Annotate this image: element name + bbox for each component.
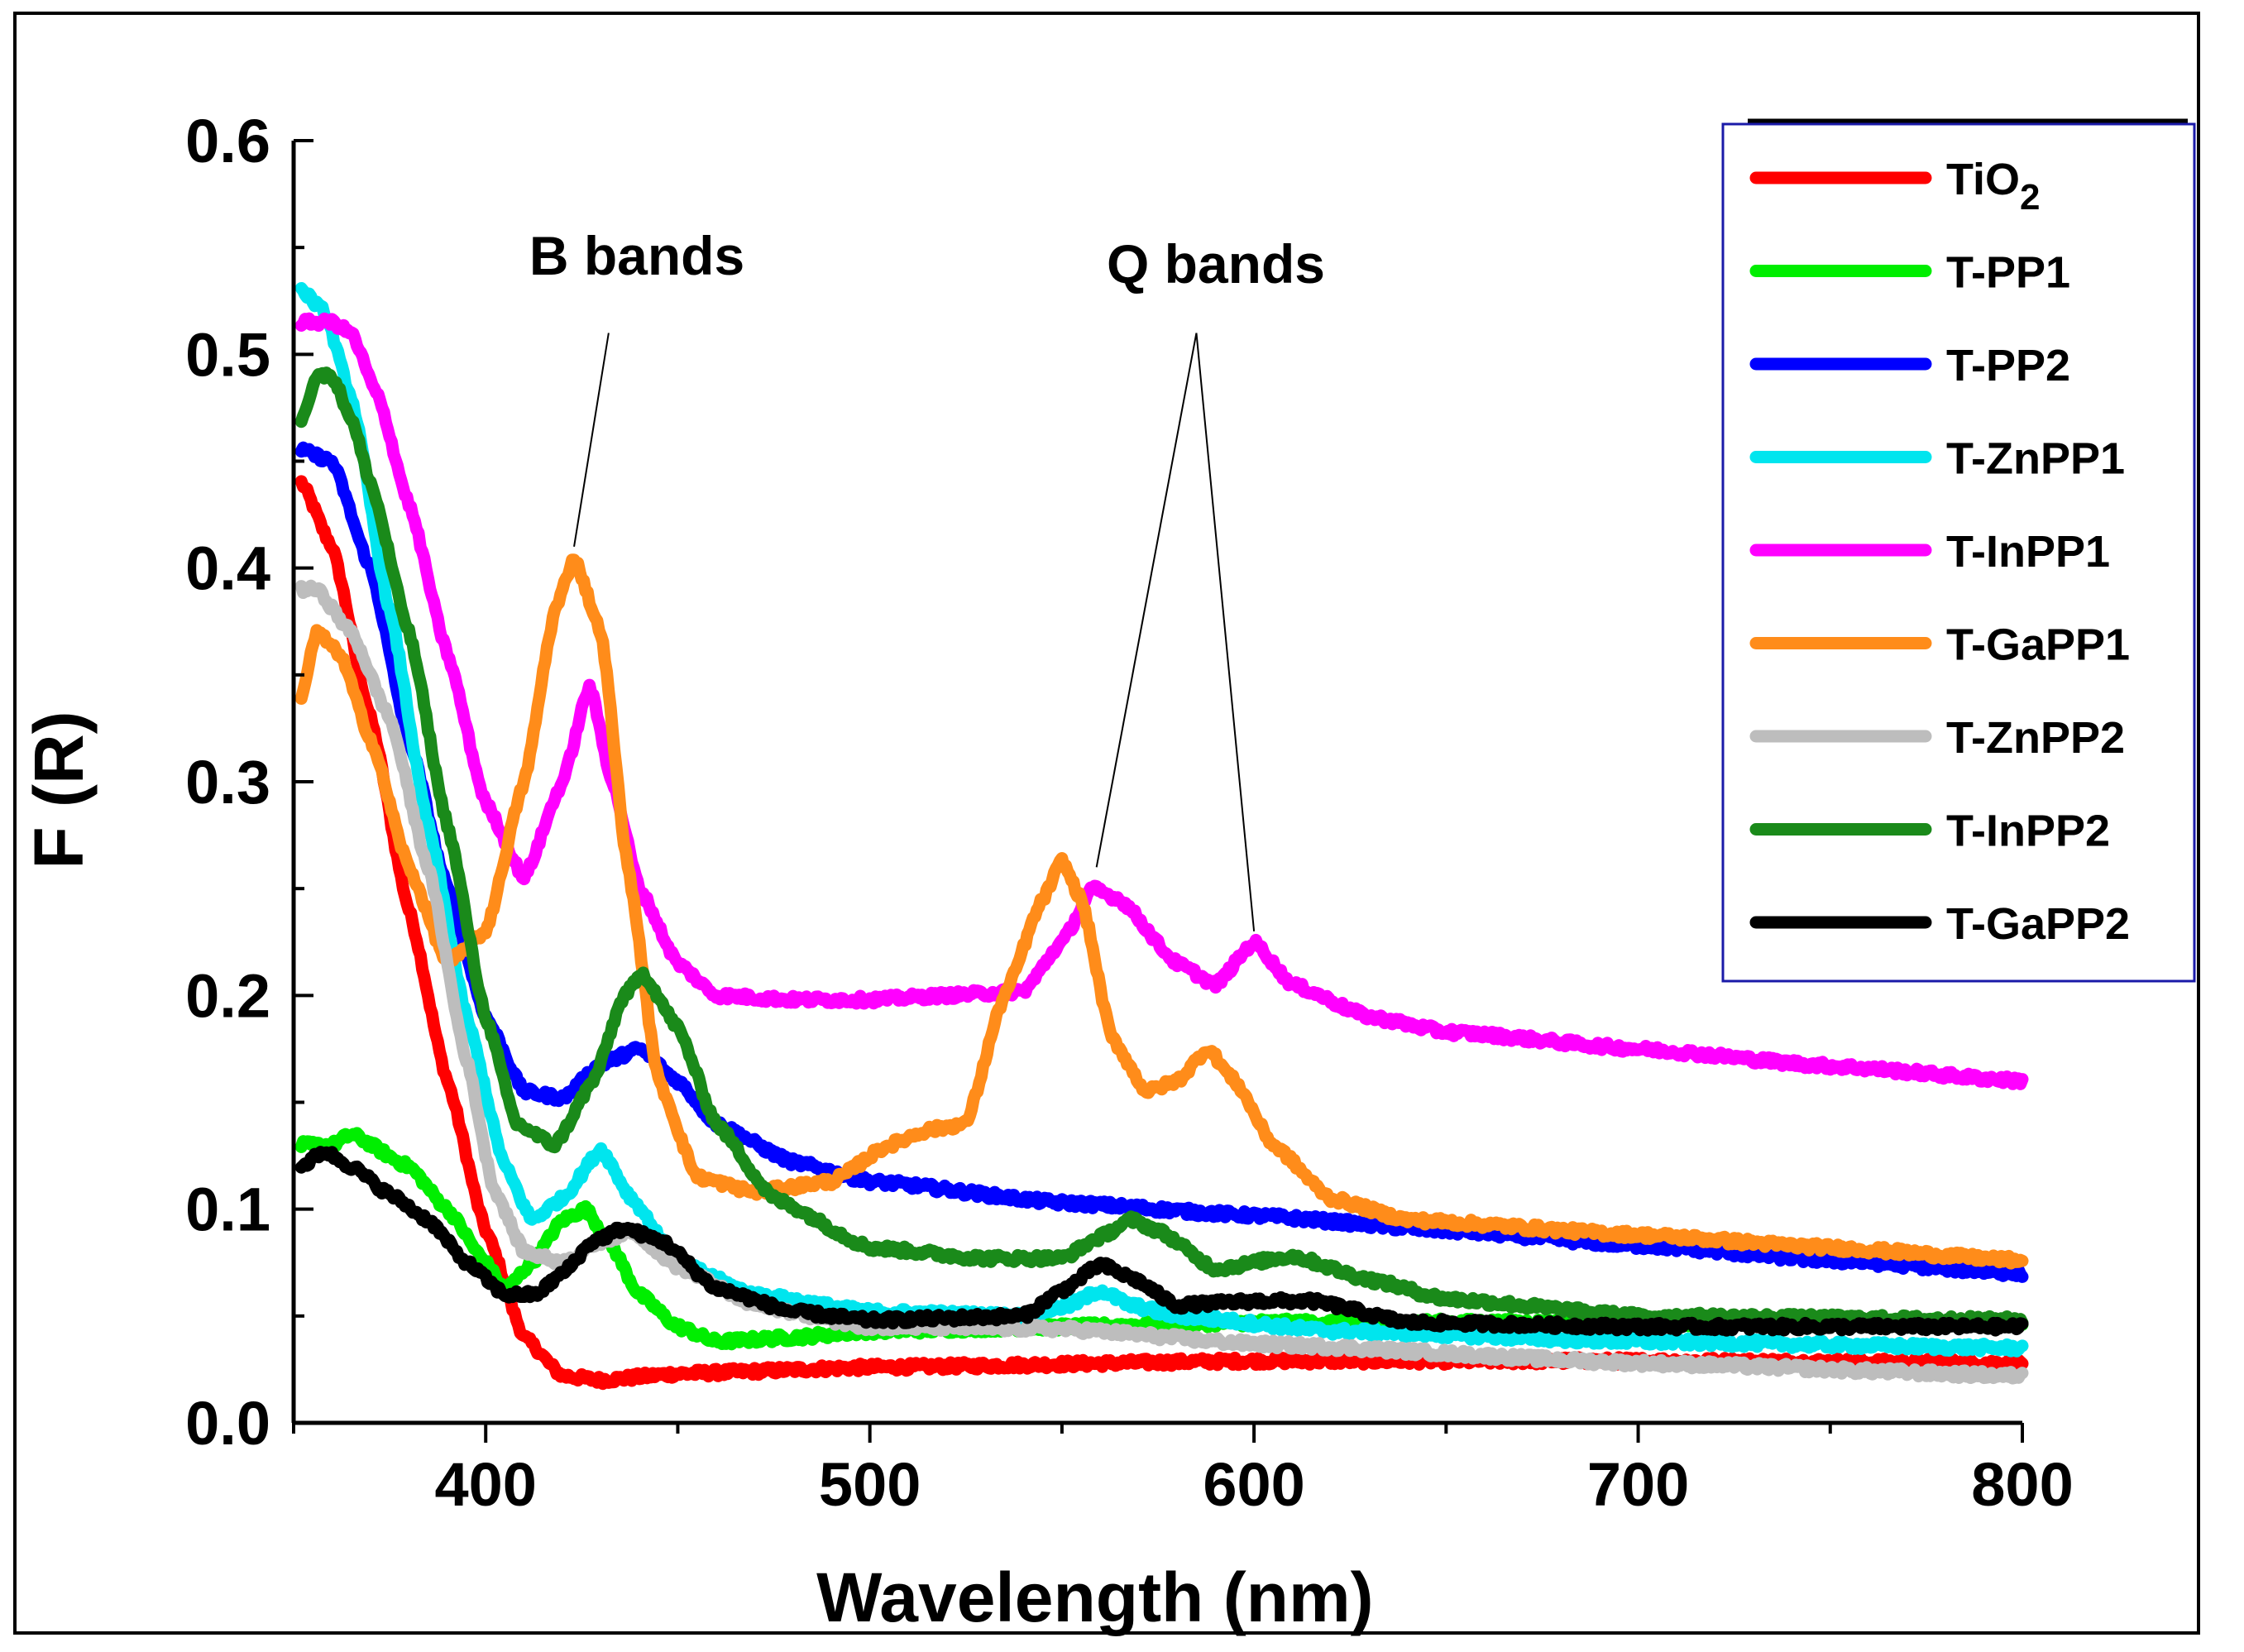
- series-line-t-znpp1: [294, 282, 2029, 1358]
- legend-label-t-pp1: T-PP1: [1946, 248, 2070, 298]
- legend-label-subscript: 2: [2020, 177, 2040, 218]
- legend-label-t-znpp2: T-ZnPP2: [1946, 713, 2125, 763]
- axes: 0.0 0.1 0.2 0.3 0.4 0.5 0.6 400 500 600 700 800 Wave…: [20, 107, 2074, 1636]
- legend: TiO2T-PP1T-PP2T-ZnPP1T-InPP1T-GaPP1T-ZnP…: [1721, 118, 2196, 983]
- series-line-t-inpp2: [294, 366, 2029, 1330]
- y-tick-label: 0.5: [185, 320, 270, 389]
- legend-label-t-gapp1: T-GaPP1: [1946, 620, 2130, 670]
- y-tick-label: 0.3: [185, 748, 270, 816]
- y-tick-label: 0.6: [185, 107, 270, 175]
- plot-area: [294, 282, 2029, 1391]
- annotation-q-bands: Q bands: [1107, 233, 1325, 294]
- y-tick-label: 0.2: [185, 961, 270, 1030]
- y-axis-title: F (R): [20, 711, 98, 869]
- legend-label-t-inpp2: T-InPP2: [1946, 807, 2110, 856]
- annotations: B bands Q bands: [529, 225, 1325, 931]
- legend-label-t-znpp1: T-ZnPP1: [1946, 434, 2125, 484]
- x-tick-label: 500: [819, 1450, 921, 1519]
- legend-label-t-inpp1: T-InPP1: [1946, 527, 2110, 577]
- series-line-t-inpp1: [294, 312, 2029, 1090]
- annotation-b-bands: B bands: [529, 225, 744, 286]
- y-tick-label: 0.4: [185, 534, 270, 603]
- annotation-leader-line: [573, 333, 610, 547]
- legend-label-t-gapp2: T-GaPP2: [1946, 899, 2130, 949]
- x-tick-label: 400: [434, 1450, 536, 1519]
- y-tick-label: 0.1: [185, 1176, 270, 1244]
- annotation-leader-line: [1095, 333, 1198, 868]
- annotation-leader-line: [1195, 333, 1256, 931]
- y-tick-label: 0.0: [185, 1389, 270, 1458]
- x-axis-title: Wavelength (nm): [816, 1559, 1374, 1636]
- x-tick-label: 700: [1587, 1450, 1689, 1519]
- x-tick-label: 600: [1203, 1450, 1304, 1519]
- series-line-t-pp2: [294, 441, 2029, 1283]
- series-line-t-gapp2: [294, 1146, 2029, 1337]
- legend-label-t-pp2: T-PP2: [1946, 341, 2070, 390]
- series-line-t-gapp1: [294, 553, 2029, 1270]
- x-tick-label: 800: [1971, 1450, 2073, 1519]
